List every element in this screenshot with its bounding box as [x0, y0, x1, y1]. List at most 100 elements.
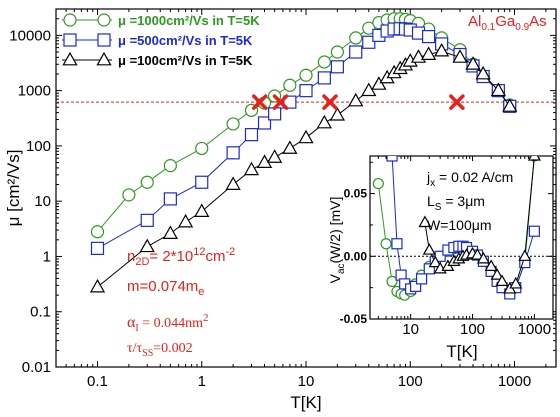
main-axes: 0.1 1 10 100 1000 0.01 0.1 1 10 100 1000 10000	[9, 8, 556, 390]
legend-marker-square	[97, 33, 111, 47]
inset-data-point-circle	[386, 275, 398, 287]
data-point-circle	[317, 55, 331, 69]
data-point-triangle	[243, 161, 260, 176]
material-label: Al0.1Ga0.9As	[468, 13, 547, 33]
data-point-circle	[349, 31, 363, 45]
inset-y-axis-label: Vac(W/2) [mV]	[327, 197, 347, 284]
legend-marker-circle	[63, 13, 77, 27]
inset-y-tick-label: 0.05	[344, 187, 368, 201]
x-tick-label: 100	[398, 373, 423, 390]
inset-data-point-square	[423, 263, 435, 275]
legend-label: μ =500cm²/Vs in T=5K	[118, 33, 253, 48]
inset-data-point-circle	[380, 238, 392, 250]
y-tick-label: 0.01	[22, 359, 51, 376]
inset-axes: 10 100 1000 -0.05 0.00 0.05	[340, 156, 554, 338]
crossing-x-marker	[272, 94, 289, 110]
y-tick-label: 0.1	[30, 304, 51, 321]
data-point-circle	[140, 175, 154, 189]
inset-series-group	[372, 156, 541, 301]
inset-data-point-square	[391, 238, 403, 250]
data-point-square	[283, 95, 297, 109]
x-axis-label: T[K]	[290, 393, 321, 412]
data-point-triangle	[316, 114, 332, 129]
inset-y-tick-label: -0.05	[340, 312, 368, 326]
inset-data-point-triangle	[495, 274, 509, 287]
inset-x-axis-label: T[K]	[446, 342, 477, 361]
y-tick-label: 10000	[9, 27, 51, 44]
legend-entry: μ =1000cm²/Vs in T=5K	[62, 13, 260, 28]
crossing-x-marker	[449, 94, 465, 110]
y-tick-label: 100	[26, 138, 51, 155]
legend-marker-triangle	[62, 51, 78, 66]
data-point-triangle	[162, 225, 178, 239]
data-point-square	[140, 213, 154, 227]
inset-data-point-triangle	[484, 259, 498, 271]
inset-data-point-triangle	[490, 268, 504, 280]
data-point-circle	[330, 45, 344, 59]
legend: μ =1000cm²/Vs in T=5K μ =500cm²/Vs in T=5…	[62, 13, 260, 68]
crossing-x-marker	[322, 94, 338, 110]
data-point-triangle	[490, 82, 506, 97]
data-point-square	[349, 45, 363, 59]
data-point-triangle	[502, 98, 518, 112]
data-point-square	[90, 241, 105, 255]
inset-data-point-triangle	[422, 243, 436, 255]
inset-data-point-triangle	[470, 248, 484, 260]
data-point-triangle	[348, 92, 364, 107]
data-point-circle	[195, 141, 209, 156]
n2d-annotation: n2D= 2*1012cm-2	[127, 246, 235, 268]
data-point-triangle	[177, 213, 194, 228]
inset-data-point-circle	[372, 177, 384, 190]
legend-entry: μ =500cm²/Vs in T=5K	[62, 33, 253, 48]
data-point-triangle	[266, 149, 283, 163]
y-tick-label: 1000	[18, 83, 51, 100]
data-point-square	[226, 146, 240, 160]
alpha-annotation: αI = 0.044nm2	[127, 312, 209, 334]
inset-data-point-square	[386, 156, 398, 162]
data-point-square	[362, 35, 376, 49]
y-tick-label: 10	[34, 193, 51, 210]
x-tick-label: 1	[198, 373, 206, 390]
data-point-triangle	[452, 49, 468, 63]
data-point-square	[330, 60, 344, 74]
inset-data-point-triangle	[418, 215, 432, 228]
data-point-triangle	[89, 278, 106, 293]
inset-x-tick-label: 10	[402, 321, 419, 338]
inset-data-point-triangle	[518, 249, 532, 261]
inset-y-tick-label: 0.00	[344, 249, 368, 263]
data-point-triangle	[465, 56, 481, 70]
data-point-triangle	[329, 107, 346, 121]
data-point-circle	[362, 21, 376, 35]
inset-w-annotation: W=100μm	[427, 217, 491, 233]
main-series-group	[89, 12, 518, 293]
legend-entry: μ =100cm²/Vs in T=5K	[62, 51, 253, 68]
data-point-square	[257, 116, 272, 130]
data-point-triangle	[475, 65, 491, 80]
inset-ls-annotation: LS = 3μm	[427, 193, 485, 213]
data-point-square	[195, 175, 209, 189]
inset-data-point-square	[415, 273, 428, 285]
data-point-circle	[226, 117, 240, 131]
data-point-triangle	[225, 176, 241, 190]
data-point-square	[317, 71, 331, 85]
data-point-triangle	[282, 140, 298, 154]
y-tick-label: 1	[43, 248, 51, 265]
data-point-square	[244, 128, 259, 142]
crossing-x-marker	[251, 94, 268, 110]
tau-annotation: τ/τSS=0.002	[127, 341, 193, 359]
inset-data-point-triangle	[476, 251, 490, 264]
data-point-circle	[122, 188, 136, 202]
x-tick-label: 1000	[498, 373, 531, 390]
data-point-triangle	[139, 238, 155, 253]
data-point-triangle	[434, 42, 450, 57]
x-tick-label: 0.1	[87, 373, 108, 390]
inset-data-point-square	[409, 280, 422, 292]
inset-data-point-triangle	[428, 255, 442, 268]
data-point-square	[422, 30, 436, 44]
legend-marker-circle	[97, 13, 111, 27]
data-point-circle	[299, 68, 313, 82]
inset-data-point-square	[528, 225, 540, 237]
x-tick-label: 10	[298, 373, 315, 390]
legend-marker-triangle	[96, 51, 112, 66]
data-point-triangle	[420, 46, 437, 60]
